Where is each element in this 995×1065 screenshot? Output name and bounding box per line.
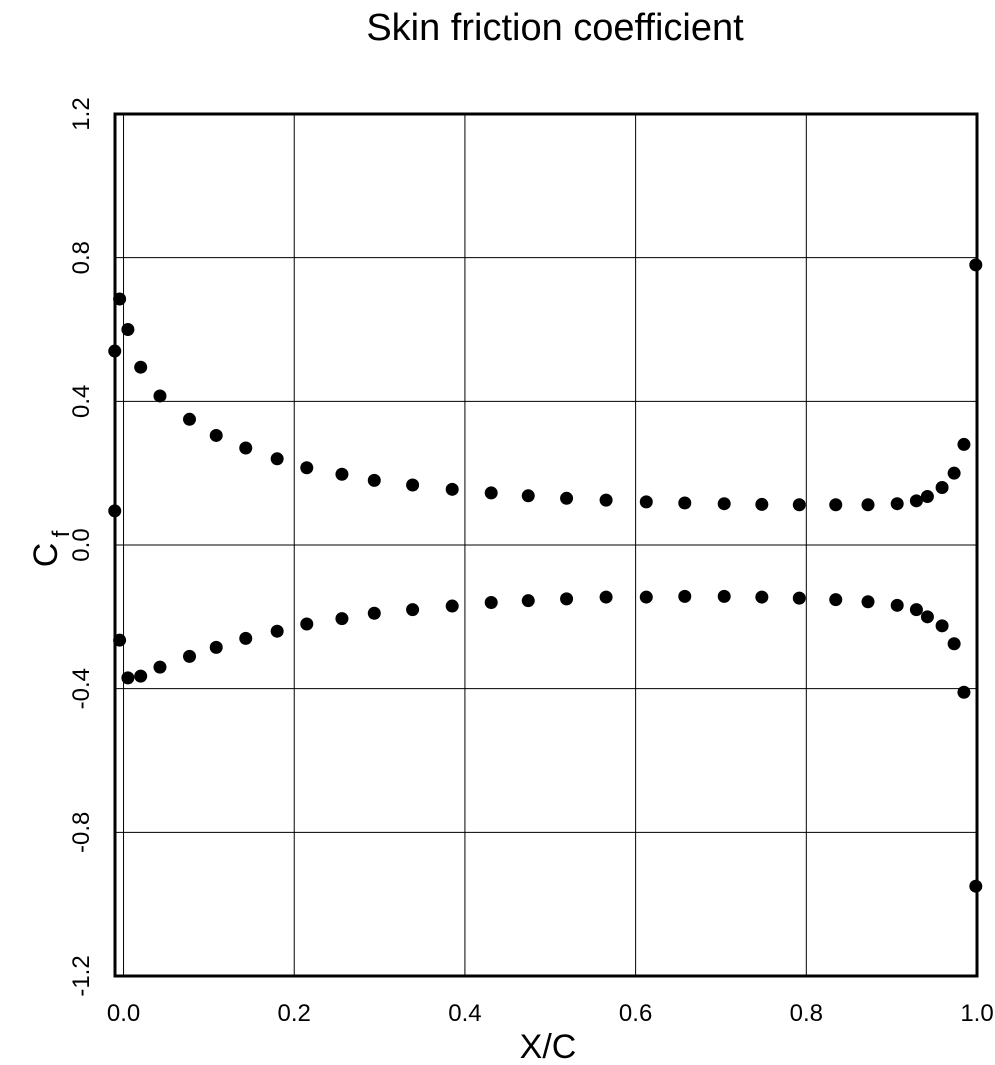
data-point xyxy=(121,671,135,685)
data-point xyxy=(890,598,904,612)
data-point xyxy=(113,292,127,306)
data-point xyxy=(134,360,148,374)
x-tick-label: 0.8 xyxy=(790,1000,823,1027)
data-point xyxy=(829,498,843,512)
data-point xyxy=(270,452,284,466)
y-tick-label: -0.8 xyxy=(68,812,95,853)
data-point xyxy=(935,619,949,633)
data-point xyxy=(969,879,983,893)
chart-title: Skin friction coefficient xyxy=(366,7,744,49)
data-point xyxy=(153,660,167,674)
data-point xyxy=(755,590,769,604)
data-point xyxy=(947,466,961,480)
data-point xyxy=(717,497,731,511)
data-point xyxy=(183,649,197,663)
data-point xyxy=(920,490,934,504)
data-point xyxy=(121,323,135,336)
data-point xyxy=(113,633,127,647)
data-point xyxy=(484,595,498,609)
data-point xyxy=(367,473,381,487)
x-tick-label: 0.0 xyxy=(107,1000,140,1027)
y-tick-label: 0.0 xyxy=(68,528,95,561)
data-point xyxy=(521,594,535,608)
y-axis-label: C f xyxy=(27,530,75,567)
data-point xyxy=(861,595,875,609)
data-point xyxy=(861,498,875,512)
plot-frame xyxy=(113,112,979,978)
data-point xyxy=(678,589,692,603)
data-point xyxy=(890,497,904,511)
data-point xyxy=(209,640,223,654)
y-tick-label: -1.2 xyxy=(68,955,95,996)
data-point xyxy=(300,617,314,631)
data-point xyxy=(639,590,653,604)
data-point xyxy=(829,593,843,607)
data-point xyxy=(935,481,949,495)
x-tick-label: 0.4 xyxy=(448,1000,481,1027)
data-point xyxy=(957,437,971,451)
data-point xyxy=(134,669,148,683)
data-point xyxy=(183,412,197,426)
y-axis-label-subscript: f xyxy=(48,530,75,537)
x-axis-label: X/C xyxy=(520,1028,577,1065)
data-point xyxy=(108,504,122,518)
data-point xyxy=(270,624,284,638)
y-tick-label: 0.8 xyxy=(68,241,95,274)
data-point xyxy=(445,482,459,496)
data-point xyxy=(969,258,983,272)
y-tick-label: 0.4 xyxy=(68,385,95,418)
data-point xyxy=(239,441,253,455)
data-point xyxy=(599,590,613,604)
data-point xyxy=(335,467,349,481)
data-point xyxy=(406,603,420,617)
data-point xyxy=(209,428,223,442)
data-point xyxy=(957,685,971,699)
data-point xyxy=(717,589,731,603)
data-point xyxy=(335,612,349,626)
data-point xyxy=(153,389,167,403)
data-point xyxy=(909,494,923,508)
data-point xyxy=(560,592,574,606)
data-point xyxy=(239,631,253,645)
y-tick-labels: -1.2 -0.8 -0.4 0.0 0.4 0.8 1.2 xyxy=(68,97,95,996)
grid-lines xyxy=(115,114,977,976)
data-point xyxy=(792,591,806,605)
data-point xyxy=(639,495,653,509)
x-tick-label: 0.6 xyxy=(619,1000,652,1027)
data-point xyxy=(406,478,420,492)
data-point xyxy=(920,610,934,624)
y-tick-label: -0.4 xyxy=(68,668,95,709)
data-point xyxy=(599,493,613,507)
data-point xyxy=(484,486,498,500)
x-tick-label: 1.0 xyxy=(960,1000,993,1027)
data-point xyxy=(947,637,961,651)
data-point xyxy=(108,344,122,358)
data-point xyxy=(445,599,459,613)
y-tick-label: 1.2 xyxy=(68,97,95,130)
data-point xyxy=(909,603,923,617)
data-points xyxy=(108,258,983,893)
x-tick-labels: 0.0 0.2 0.4 0.6 0.8 1.0 xyxy=(107,1000,994,1027)
data-point xyxy=(521,489,535,503)
data-point xyxy=(300,461,314,475)
data-point xyxy=(560,491,574,505)
data-point xyxy=(678,496,692,510)
data-point xyxy=(367,606,381,620)
y-axis-label-main: C xyxy=(27,543,65,568)
x-tick-label: 0.2 xyxy=(278,1000,311,1027)
data-point xyxy=(792,498,806,512)
data-point xyxy=(755,497,769,511)
